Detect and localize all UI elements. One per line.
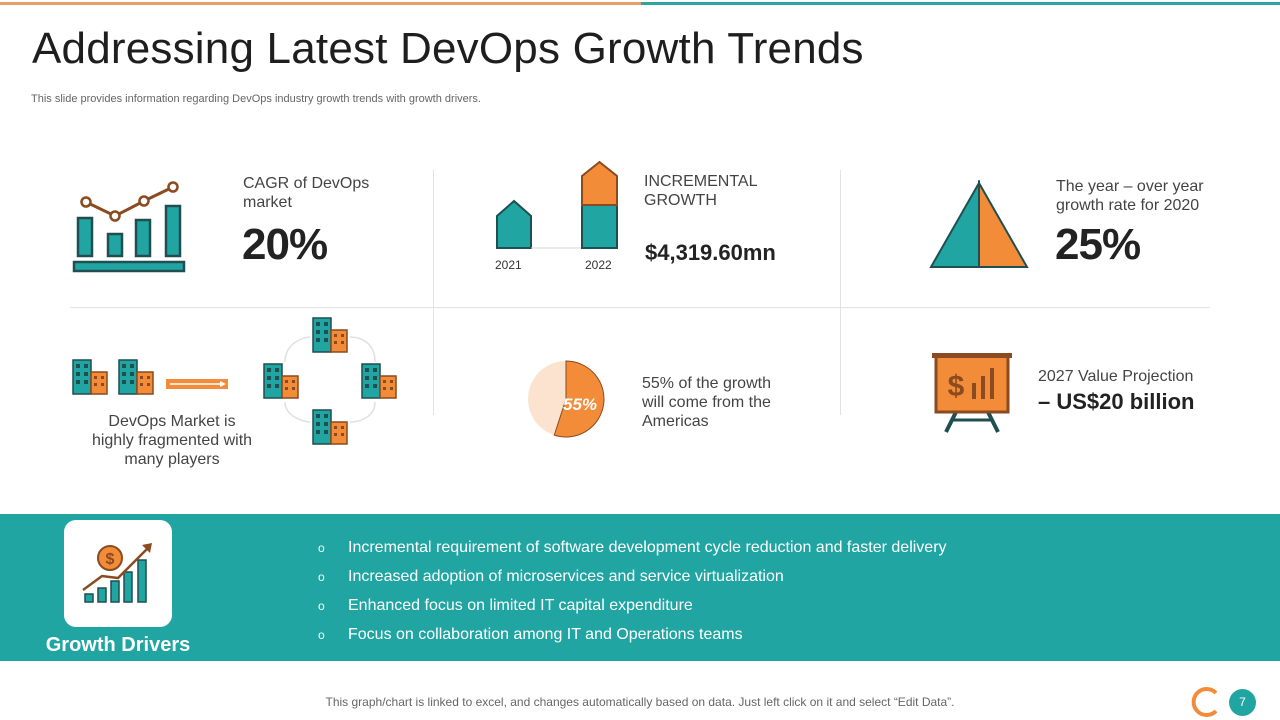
dollar-easel-icon: $ [932,353,1012,433]
dollar-growth-chart-icon: $ [82,543,152,603]
growth-drivers-band [0,514,1280,661]
top-accent-teal [641,2,1280,5]
grid-divider-v1 [433,170,434,415]
cagr-label: CAGR of DevOps market [243,175,370,211]
grid-divider-h [70,307,1210,308]
page-subtitle: This slide provides information regardin… [31,93,481,105]
growth-drivers-icon-box: $ [64,520,172,627]
logo-arc-icon [1191,687,1218,717]
incremental-label: INCREMENTAL GROWTH [644,173,757,209]
driver-item: o Enhanced focus on limited IT capital ex… [318,595,947,624]
driver-item: o Increased adoption of microservices and… [318,566,947,595]
incremental-value: $4,319.60mn [645,240,776,265]
growth-drivers-list: o Incremental requirement of software dev… [318,537,947,653]
page-number-badge: 7 [1229,689,1256,716]
bullet-circle-icon: o [318,541,325,555]
svg-text:$: $ [948,370,965,403]
yoy-label: The year – over year growth rate for 202… [1056,178,1204,214]
page-title: Addressing Latest DevOps Growth Trends [32,24,864,73]
driver-item: o Focus on collaboration among IT and Ope… [318,624,947,653]
buildings-network-icon [72,317,397,445]
pie-americas-slice [553,360,605,438]
yoy-value: 25% [1055,220,1141,269]
svg-text:55%: 55% [563,395,597,414]
grid-divider-v2 [840,170,841,415]
cagr-value: 20% [242,220,328,269]
pyramid-icon [929,180,1029,268]
pie-chart-55-icon: 55% [528,360,605,438]
growth-bars-icon [496,160,618,249]
bar-line-chart-icon [72,181,186,273]
americas-label: 55% of the growth will come from the Ame… [642,375,771,430]
top-accent-orange [0,2,641,5]
svg-text:$: $ [106,551,115,568]
bullet-circle-icon: o [318,570,325,584]
bullet-circle-icon: o [318,628,325,642]
year-2021-label: 2021 [495,258,522,272]
growth-drivers-title: Growth Drivers [45,634,191,656]
footer-note: This graph/chart is linked to excel, and… [325,695,955,709]
projection-label: 2027 Value Projection [1038,368,1194,385]
bullet-circle-icon: o [318,599,325,613]
year-2022-label: 2022 [585,258,612,272]
projection-value: – US$20 billion [1038,389,1195,414]
fragmented-label: DevOps Market is highly fragmented with … [91,413,253,468]
driver-item: o Incremental requirement of software dev… [318,537,947,566]
